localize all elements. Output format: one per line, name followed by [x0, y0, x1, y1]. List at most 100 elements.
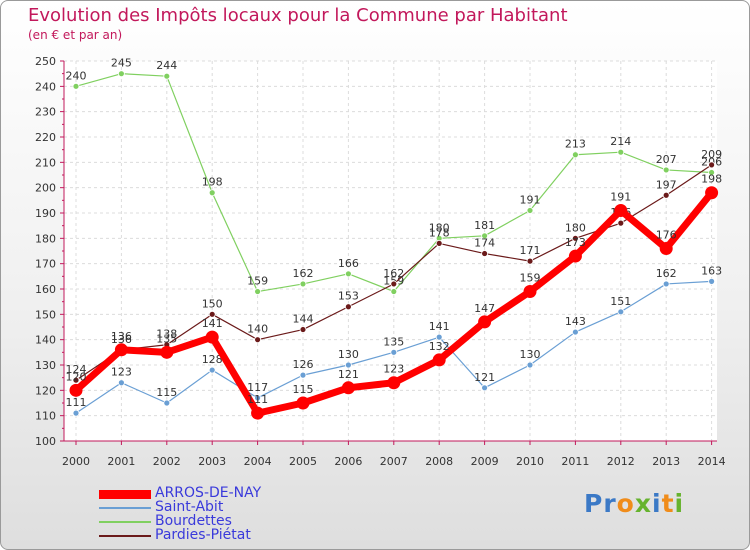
data-point	[163, 72, 171, 80]
legend-swatch	[99, 535, 151, 537]
data-label: 141	[202, 317, 223, 330]
y-tick-label: 210	[35, 156, 56, 169]
data-point	[481, 384, 489, 392]
data-label: 150	[202, 297, 223, 310]
y-tick-label: 170	[35, 258, 56, 271]
data-label: 143	[565, 315, 586, 328]
x-tick-label: 2013	[652, 455, 680, 468]
data-point	[572, 151, 579, 159]
data-point	[163, 399, 171, 407]
data-point	[568, 249, 582, 263]
data-point	[662, 280, 670, 288]
data-point	[387, 376, 401, 390]
data-label: 135	[156, 332, 177, 345]
y-tick-label: 250	[35, 55, 56, 68]
y-tick-label: 180	[35, 232, 56, 245]
data-point	[296, 396, 310, 410]
data-label: 140	[247, 323, 268, 336]
data-point	[390, 288, 398, 295]
data-point	[478, 315, 492, 329]
y-tick-label: 200	[35, 182, 56, 195]
data-label: 123	[383, 363, 404, 376]
data-label: 153	[338, 290, 359, 303]
data-point	[572, 328, 579, 336]
data-label: 159	[247, 275, 268, 288]
data-point	[344, 303, 352, 311]
data-point	[614, 203, 628, 217]
data-label: 191	[520, 193, 541, 206]
data-label: 159	[520, 272, 541, 285]
data-point	[708, 169, 715, 176]
x-tick-label: 2007	[380, 455, 408, 468]
x-tick-label: 2006	[334, 455, 362, 468]
data-point	[432, 353, 446, 367]
data-label: 121	[474, 371, 495, 384]
data-label: 207	[656, 153, 677, 166]
y-tick-label: 240	[35, 80, 56, 93]
data-label: 138	[156, 328, 177, 341]
legend-item: ARROS-DE-NAY	[99, 485, 359, 501]
data-point	[299, 326, 307, 333]
data-point	[705, 186, 719, 200]
legend-label: Pardies-Piétat	[155, 527, 251, 543]
legend: ARROS-DE-NAY Saint-Abit Bourdettes Pardies-…	[99, 485, 359, 543]
data-point	[662, 166, 670, 174]
data-point	[617, 308, 625, 316]
data-label: 132	[429, 340, 450, 353]
data-label: 141	[429, 320, 450, 333]
data-label: 163	[701, 264, 722, 277]
data-point	[251, 406, 265, 420]
x-tick-label: 2014	[698, 455, 726, 468]
y-tick-label: 100	[35, 435, 56, 448]
proxiti-logo: Proxiti	[584, 489, 685, 518]
chart-subtitle: (en € et par an)	[28, 28, 123, 42]
x-tick-label: 2003	[198, 455, 226, 468]
x-tick-label: 2012	[607, 455, 635, 468]
data-label: 124	[66, 363, 87, 376]
data-label: 128	[202, 353, 223, 366]
data-label: 171	[520, 244, 541, 257]
data-label: 115	[293, 383, 314, 396]
data-label: 121	[338, 368, 359, 381]
data-label: 117	[247, 381, 268, 394]
data-point	[299, 280, 307, 288]
data-label: 197	[656, 178, 677, 191]
x-tick-label: 2009	[471, 455, 499, 468]
data-label: 111	[247, 393, 268, 406]
data-point	[72, 409, 80, 417]
data-label: 209	[701, 148, 722, 161]
y-tick-label: 120	[35, 384, 56, 397]
data-point	[254, 394, 262, 402]
data-point	[526, 361, 534, 369]
x-tick-label: 2001	[107, 455, 135, 468]
data-point	[662, 191, 670, 199]
legend-label: ARROS-DE-NAY	[155, 485, 262, 501]
data-point	[390, 348, 398, 356]
data-label: 173	[565, 236, 586, 249]
legend-item: Bourdettes	[99, 513, 359, 529]
data-point	[481, 232, 489, 240]
data-point	[72, 82, 80, 90]
legend-swatch	[99, 507, 151, 509]
legend-item: Saint-Abit	[99, 499, 359, 515]
data-point	[617, 148, 625, 156]
data-label: 191	[610, 190, 631, 203]
x-tick-label: 2002	[153, 455, 181, 468]
data-point	[208, 366, 216, 374]
y-tick-label: 150	[35, 308, 56, 321]
data-label: 176	[656, 228, 677, 241]
legend-swatch	[99, 521, 151, 523]
data-label: 198	[202, 176, 223, 189]
data-point	[341, 381, 355, 395]
data-label: 166	[338, 257, 359, 270]
x-tick-label: 2008	[425, 455, 453, 468]
data-point	[708, 277, 715, 285]
legend-item: Pardies-Piétat	[99, 527, 359, 543]
x-tick-label: 2000	[62, 455, 90, 468]
data-point	[208, 189, 216, 197]
data-label: 240	[66, 69, 87, 82]
data-label: 147	[474, 302, 495, 315]
data-point	[118, 70, 125, 78]
data-point	[390, 280, 398, 288]
